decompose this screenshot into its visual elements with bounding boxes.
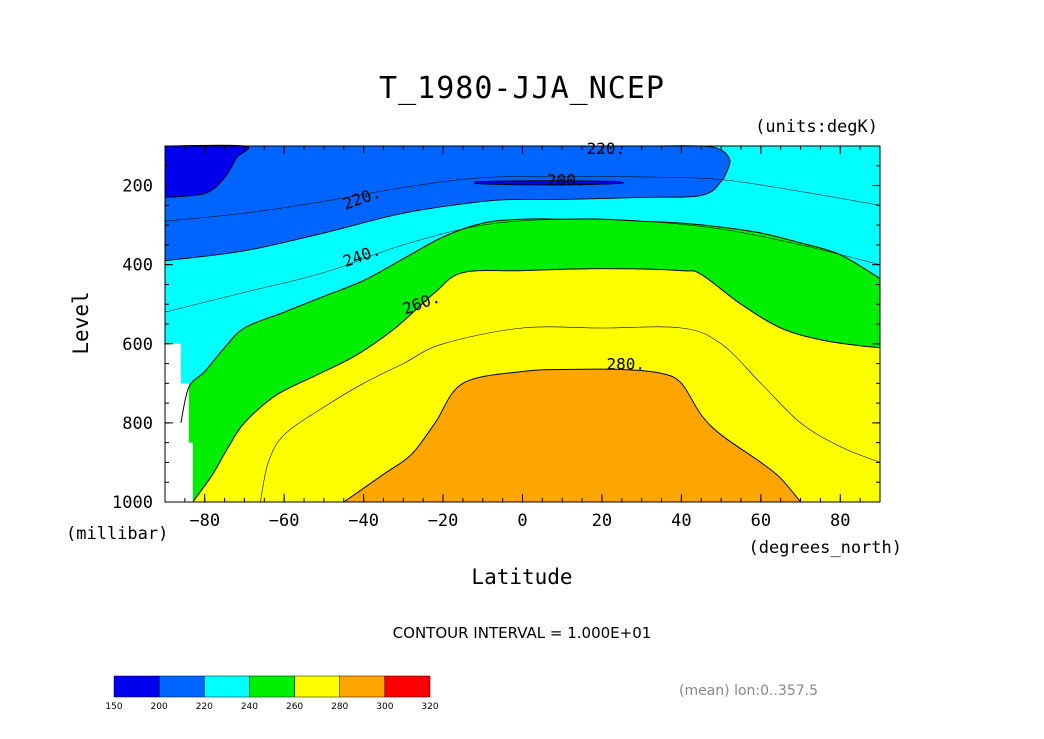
contour-label: 220. (587, 139, 626, 158)
contour-interval-text: CONTOUR INTERVAL = 1.000E+01 (393, 624, 652, 642)
x-tick-label: −80 (189, 511, 220, 531)
colorbar-swatch (158, 675, 205, 698)
band-150 (474, 180, 625, 186)
y-tick-label: 1000 (112, 493, 153, 513)
contour-label: 280. (607, 354, 646, 373)
contour-lines (164, 176, 881, 503)
y-tick-label: 800 (122, 414, 153, 434)
y-units-label: (millibar) (66, 524, 168, 544)
y-tick-label: 400 (122, 256, 153, 276)
x-tick-label: 0 (517, 511, 527, 531)
x-axis-ticks: −80 −60 −40 −20 0 20 40 60 80 (164, 146, 881, 531)
colorbar-tick-label: 220 (196, 702, 213, 712)
contour-thin-0 (164, 176, 881, 222)
y-axis-ticks: 200 400 600 800 1000 (112, 145, 880, 513)
colorbar-tick-label: 300 (376, 702, 393, 712)
colorbar-swatch (113, 675, 160, 698)
contour-thin-1 (164, 218, 881, 313)
colorbar-tick-label: 240 (241, 702, 258, 712)
x-units-label: (degrees_north) (748, 538, 902, 558)
x-tick-label: 40 (671, 511, 691, 531)
x-tick-label: 80 (830, 511, 850, 531)
colorbar-swatch (249, 675, 295, 698)
x-tick-label: −60 (269, 511, 300, 531)
averaging-note: (mean) lon:0..357.5 (679, 683, 818, 699)
colorbar-tick-label: 320 (421, 702, 438, 712)
colorbar: 150 200 220 240 260 280 300 320 (105, 675, 439, 712)
temperature-bands (164, 144, 881, 502)
colorbar-swatch (204, 675, 250, 698)
contour-260 (192, 268, 881, 503)
y-tick-label: 600 (122, 335, 153, 355)
x-tick-label: −20 (428, 511, 459, 531)
contour-label: 200. (547, 171, 586, 190)
colorbar-swatch (339, 675, 386, 698)
y-tick-label: 200 (122, 177, 153, 197)
y-axis-title: Level (69, 291, 93, 354)
contour-280 (343, 368, 801, 503)
band-150 (164, 144, 250, 198)
colorbar-tick-label: 260 (286, 702, 303, 712)
contour-270 (260, 326, 881, 503)
colorbar-tick-label: 200 (151, 702, 168, 712)
band-280 (343, 369, 880, 502)
chart-title: T_1980-JJA_NCEP (379, 71, 665, 106)
x-tick-label: −40 (348, 511, 379, 531)
contour-240 (180, 218, 881, 424)
x-axis-title: Latitude (471, 565, 572, 589)
x-tick-label: 20 (592, 511, 612, 531)
missing-data-region (165, 343, 193, 502)
units-label: (units:degK) (755, 117, 878, 137)
colorbar-tick-label: 150 (105, 702, 122, 712)
colorbar-tick-label: 280 (331, 702, 348, 712)
colorbar-swatch (384, 675, 431, 698)
x-tick-label: 60 (751, 511, 771, 531)
colorbar-swatch (294, 675, 340, 698)
